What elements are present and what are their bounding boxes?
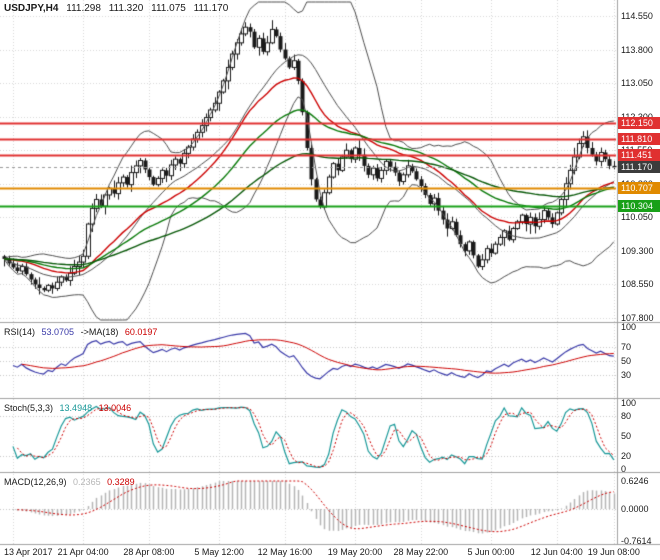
trading-chart-window: USDJPY,H4 111.298 111.320 111.075 111.17… bbox=[0, 0, 660, 560]
chart-canvas[interactable] bbox=[0, 0, 660, 560]
